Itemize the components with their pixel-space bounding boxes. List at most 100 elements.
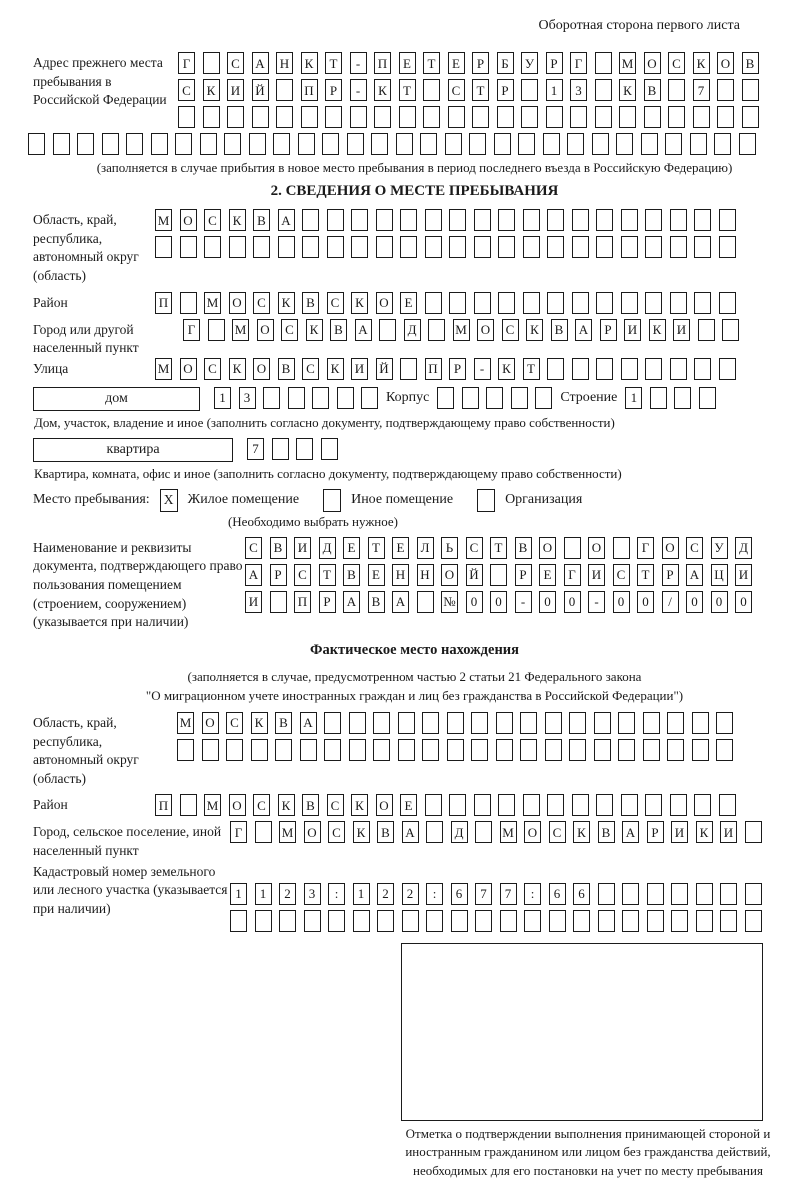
char-box[interactable]: И <box>245 590 262 613</box>
char-box[interactable]: У <box>521 52 538 74</box>
char-box[interactable] <box>547 357 564 380</box>
char-box[interactable] <box>596 357 613 380</box>
char-box[interactable]: В <box>643 79 661 101</box>
char-box[interactable]: О <box>375 794 393 817</box>
char-box[interactable]: А <box>686 563 703 586</box>
checkbox-other-premises[interactable] <box>323 488 342 512</box>
char-box[interactable] <box>449 209 466 231</box>
char-box[interactable] <box>496 106 514 128</box>
char-box[interactable] <box>348 711 366 734</box>
char-box[interactable] <box>520 711 537 734</box>
char-box[interactable]: М <box>452 318 470 341</box>
char-box[interactable]: М <box>177 711 194 734</box>
char-box[interactable]: : <box>328 882 345 905</box>
char-box[interactable] <box>52 133 70 155</box>
char-box[interactable]: К <box>228 357 246 380</box>
char-box[interactable] <box>669 291 687 314</box>
char-box[interactable] <box>254 821 272 844</box>
char-box[interactable] <box>473 236 491 258</box>
char-box[interactable] <box>397 738 415 761</box>
char-box[interactable] <box>279 909 296 932</box>
char-box[interactable] <box>691 711 709 734</box>
char-box[interactable] <box>524 909 541 932</box>
char-box[interactable]: К <box>352 821 370 844</box>
char-box[interactable]: О <box>717 52 734 74</box>
char-box[interactable] <box>426 821 443 844</box>
char-box[interactable] <box>471 738 488 761</box>
char-box[interactable]: 6 <box>450 882 468 905</box>
char-box[interactable]: Е <box>539 563 556 586</box>
char-box[interactable]: О <box>201 711 219 734</box>
char-box[interactable] <box>744 821 762 844</box>
char-box[interactable] <box>447 106 465 128</box>
char-box[interactable] <box>276 79 293 101</box>
char-box[interactable]: М <box>619 52 636 74</box>
char-box[interactable]: А <box>245 563 262 586</box>
char-box[interactable] <box>275 738 292 761</box>
char-box[interactable]: В <box>367 590 385 613</box>
char-box[interactable] <box>667 711 684 734</box>
char-box[interactable] <box>449 291 466 314</box>
char-box[interactable]: И <box>624 318 641 341</box>
char-box[interactable]: С <box>294 563 311 586</box>
char-box[interactable] <box>596 794 613 817</box>
char-box[interactable] <box>276 106 293 128</box>
char-box[interactable] <box>642 738 660 761</box>
char-box[interactable]: И <box>671 821 688 844</box>
char-box[interactable]: В <box>269 536 287 559</box>
char-box[interactable] <box>547 236 564 258</box>
char-box[interactable] <box>692 106 710 128</box>
char-box[interactable]: 1 <box>625 386 643 409</box>
char-box[interactable] <box>250 738 268 761</box>
char-box[interactable] <box>324 738 341 761</box>
char-box[interactable]: П <box>155 291 172 314</box>
char-box[interactable] <box>449 794 466 817</box>
char-box[interactable] <box>619 106 636 128</box>
char-box[interactable] <box>744 909 762 932</box>
char-box[interactable] <box>594 106 612 128</box>
char-box[interactable]: В <box>343 563 360 586</box>
char-box[interactable]: С <box>178 79 195 101</box>
char-box[interactable]: И <box>294 536 311 559</box>
char-box[interactable]: Б <box>496 52 514 74</box>
char-box[interactable] <box>361 386 378 409</box>
char-box[interactable] <box>348 738 366 761</box>
char-box[interactable] <box>277 236 295 258</box>
char-box[interactable]: Ь <box>441 536 458 559</box>
char-box[interactable] <box>718 209 736 231</box>
char-box[interactable]: 1 <box>214 386 231 409</box>
char-box[interactable] <box>716 738 733 761</box>
char-box[interactable]: С <box>501 318 519 341</box>
char-box[interactable] <box>254 909 272 932</box>
char-box[interactable] <box>471 711 488 734</box>
char-box[interactable] <box>179 794 197 817</box>
char-box[interactable]: С <box>281 318 298 341</box>
char-box[interactable]: Г <box>570 52 587 74</box>
char-box[interactable]: О <box>253 357 270 380</box>
char-box[interactable] <box>336 386 354 409</box>
char-box[interactable]: Р <box>472 52 489 74</box>
char-box[interactable] <box>738 133 756 155</box>
char-box[interactable] <box>150 133 168 155</box>
char-box[interactable] <box>645 291 662 314</box>
char-box[interactable] <box>423 79 440 101</box>
char-box[interactable]: А <box>343 590 360 613</box>
char-box[interactable]: 2 <box>401 882 419 905</box>
char-box[interactable] <box>522 794 540 817</box>
char-box[interactable]: Р <box>318 590 336 613</box>
char-box[interactable] <box>493 133 511 155</box>
char-box[interactable]: И <box>227 79 244 101</box>
house-type-box[interactable]: дом <box>33 386 200 411</box>
char-box[interactable] <box>498 236 515 258</box>
char-box[interactable] <box>227 106 244 128</box>
char-box[interactable] <box>591 133 609 155</box>
char-box[interactable]: Р <box>599 318 617 341</box>
char-box[interactable]: К <box>498 357 515 380</box>
char-box[interactable]: - <box>514 590 532 613</box>
char-box[interactable] <box>373 711 390 734</box>
char-box[interactable] <box>312 386 329 409</box>
char-box[interactable]: Т <box>398 79 416 101</box>
char-box[interactable]: У <box>710 536 728 559</box>
char-box[interactable] <box>352 909 370 932</box>
char-box[interactable]: О <box>524 821 541 844</box>
